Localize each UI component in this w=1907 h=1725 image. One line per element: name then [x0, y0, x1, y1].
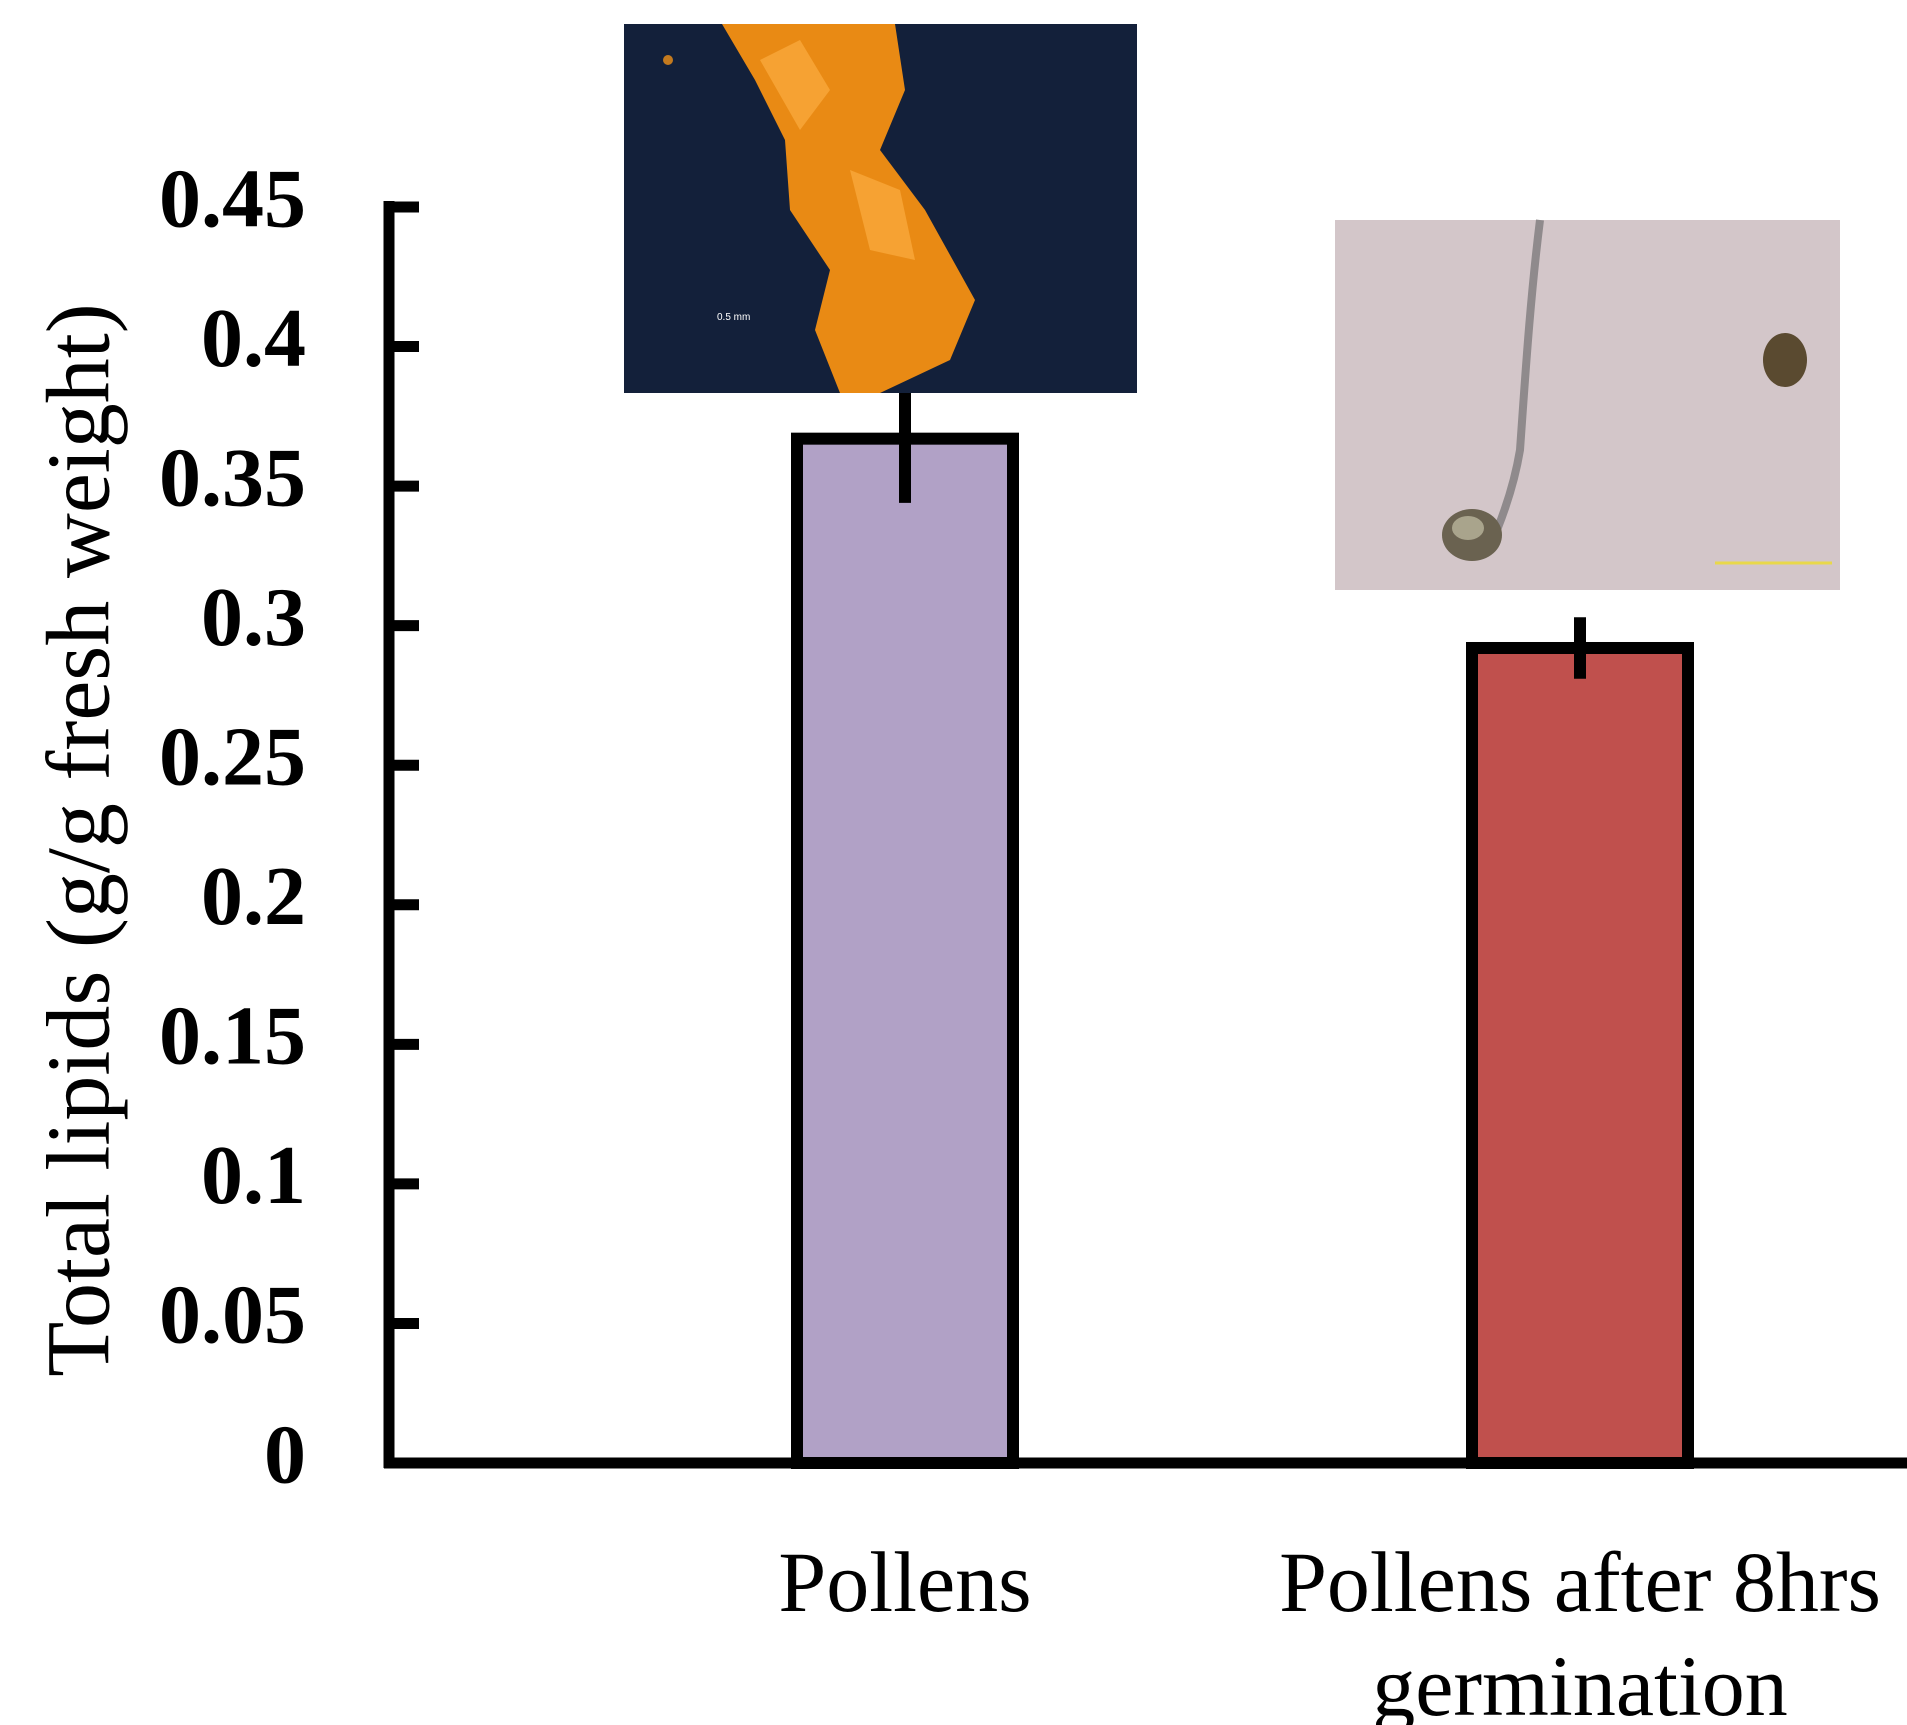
pollen-photo: 0.5 mm [624, 24, 1137, 393]
scale-label: 0.5 mm [717, 312, 750, 323]
germination-photo [1335, 220, 1840, 590]
photo-layer: 0.5 mm [0, 0, 1907, 1725]
x-tick-label: Pollens after 8hrs germination [1220, 1530, 1907, 1725]
page: Total lipids (g/g fresh weight) 00.050.1… [0, 0, 1907, 1725]
x-tick-label: Pollens [545, 1530, 1265, 1634]
